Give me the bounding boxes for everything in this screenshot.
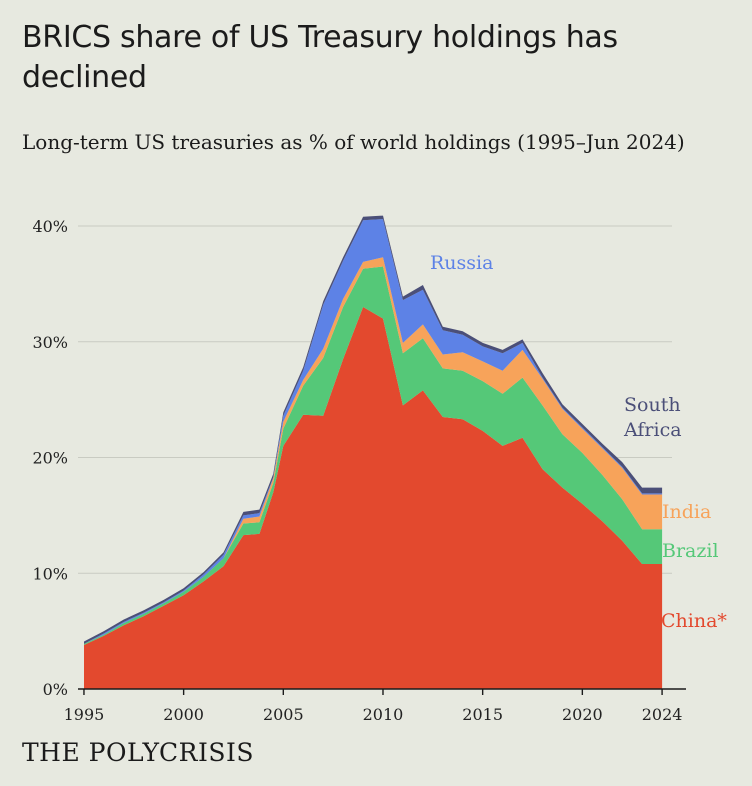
y-tick-label: 10% (32, 564, 68, 583)
y-tick-label: 30% (32, 333, 68, 352)
y-tick-label: 40% (32, 217, 68, 236)
series-label-brazil: Brazil (662, 540, 719, 562)
series-label-russia: Russia (430, 252, 493, 274)
series-label-south-africa: Africa (623, 419, 682, 441)
x-tick-label: 2024 (642, 705, 683, 724)
x-tick-label: 2020 (562, 705, 603, 724)
series-label-south-africa: South (624, 394, 681, 416)
y-tick-label: 20% (32, 449, 68, 468)
series-label-india: India (662, 501, 711, 523)
x-tick-label: 2015 (462, 705, 503, 724)
area-series-china (84, 307, 663, 689)
chart-subtitle: Long-term US treasuries as % of world ho… (22, 130, 685, 154)
x-tick-label: 2005 (263, 705, 304, 724)
area-series-brazil (84, 266, 663, 645)
series-label-china: China* (661, 610, 727, 632)
x-tick-label: 2010 (363, 705, 404, 724)
x-tick-label: 2000 (163, 705, 204, 724)
brand-logo: THE POLYCRISIS (22, 738, 255, 767)
chart-title: BRICS share of US Treasury holdings has … (22, 20, 618, 95)
x-tick-label: 1995 (64, 705, 105, 724)
y-tick-label: 0% (43, 680, 68, 699)
